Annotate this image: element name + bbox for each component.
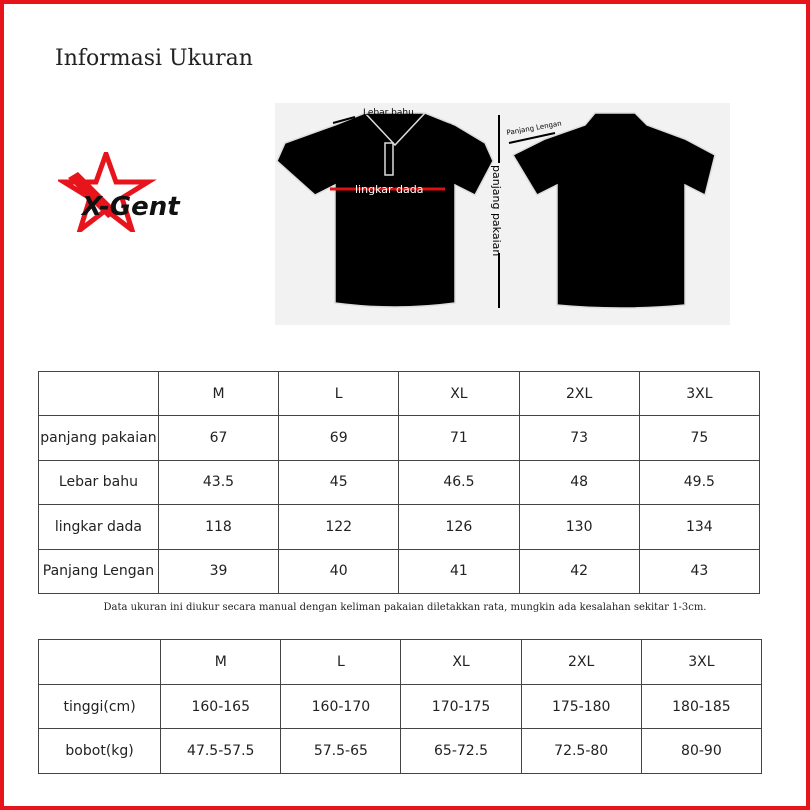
cell: 65-72.5 bbox=[400, 728, 522, 775]
cell: 48 bbox=[518, 459, 640, 506]
shirt-front bbox=[276, 112, 494, 308]
cell: 180-185 bbox=[640, 683, 763, 730]
row-label: bobot(kg) bbox=[37, 728, 162, 775]
cell: 122 bbox=[278, 504, 400, 550]
cell: 45 bbox=[278, 459, 400, 506]
header-cell: L bbox=[278, 370, 400, 417]
cell: 69 bbox=[278, 415, 400, 461]
measurement-note: Data ukuran ini diukur secara manual den… bbox=[103, 602, 707, 613]
table-row: panjang pakaian 67 69 71 73 75 bbox=[38, 415, 761, 461]
logo-text: X-Gent bbox=[80, 192, 181, 222]
header-cell: XL bbox=[398, 370, 520, 417]
cell: 57.5-65 bbox=[280, 728, 402, 775]
x-gent-logo: X-Gent bbox=[58, 152, 181, 232]
table-header-row: M L XL 2XL 3XL bbox=[38, 370, 761, 417]
shirt-back bbox=[511, 112, 716, 309]
fit-table: M L XL 2XL 3XL tinggi(cm) 160-165 160-17… bbox=[37, 639, 763, 775]
cell: 67 bbox=[157, 415, 280, 461]
header-cell: M bbox=[157, 370, 280, 417]
row-label: Lebar bahu bbox=[38, 459, 159, 506]
cell: 130 bbox=[518, 504, 640, 550]
cell: 73 bbox=[518, 415, 640, 461]
cell: 42 bbox=[518, 548, 640, 594]
label-shoulder: Lebar bahu bbox=[363, 108, 414, 118]
header-cell: 2XL bbox=[520, 639, 642, 685]
row-label: Panjang Lengan bbox=[38, 548, 159, 594]
header-cell: 3XL bbox=[638, 370, 761, 417]
table-row: Lebar bahu 43.5 45 46.5 48 49.5 bbox=[38, 459, 761, 506]
header-cell bbox=[38, 370, 159, 417]
label-length: panjang pakaian bbox=[490, 165, 503, 256]
header-cell: 2XL bbox=[518, 370, 640, 417]
cell: 134 bbox=[638, 504, 761, 550]
row-label: panjang pakaian bbox=[38, 415, 159, 461]
cell: 43.5 bbox=[157, 459, 280, 506]
cell: 160-165 bbox=[160, 683, 282, 730]
header-cell: 3XL bbox=[640, 639, 763, 685]
cell: 47.5-57.5 bbox=[160, 728, 282, 775]
header-cell: M bbox=[160, 639, 282, 685]
cell: 43 bbox=[638, 548, 761, 594]
table-row: Panjang Lengan 39 40 41 42 43 bbox=[38, 548, 761, 594]
page-title: Informasi Ukuran bbox=[55, 46, 253, 71]
header-cell: L bbox=[280, 639, 402, 685]
label-chest: lingkar dada bbox=[355, 183, 423, 196]
table-row: lingkar dada 118 122 126 130 134 bbox=[38, 504, 761, 550]
cell: 39 bbox=[157, 548, 280, 594]
header-cell bbox=[37, 639, 162, 685]
cell: 46.5 bbox=[398, 459, 520, 506]
shirt-diagram: Lebar bahu lingkar dada panjang pakaian … bbox=[275, 103, 730, 325]
table-row: tinggi(cm) 160-165 160-170 170-175 175-1… bbox=[37, 683, 763, 730]
table-row: bobot(kg) 47.5-57.5 57.5-65 65-72.5 72.5… bbox=[37, 728, 763, 775]
cell: 80-90 bbox=[640, 728, 763, 775]
cell: 160-170 bbox=[280, 683, 402, 730]
cell: 118 bbox=[157, 504, 280, 550]
row-label: lingkar dada bbox=[38, 504, 159, 550]
cell: 40 bbox=[278, 548, 400, 594]
cell: 126 bbox=[398, 504, 520, 550]
cell: 71 bbox=[398, 415, 520, 461]
table-header-row: M L XL 2XL 3XL bbox=[37, 639, 763, 685]
cell: 41 bbox=[398, 548, 520, 594]
label-sleeve: Panjang Lengan bbox=[506, 119, 562, 137]
size-table: M L XL 2XL 3XL panjang pakaian 67 69 71 … bbox=[38, 370, 761, 594]
row-label: tinggi(cm) bbox=[37, 683, 162, 730]
cell: 170-175 bbox=[400, 683, 522, 730]
cell: 175-180 bbox=[520, 683, 642, 730]
cell: 75 bbox=[638, 415, 761, 461]
header-cell: XL bbox=[400, 639, 522, 685]
cell: 72.5-80 bbox=[520, 728, 642, 775]
cell: 49.5 bbox=[638, 459, 761, 506]
